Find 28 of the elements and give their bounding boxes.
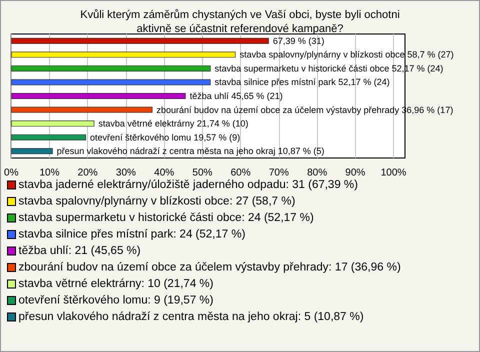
data-label: těžba uhlí 45,65 % (21) xyxy=(190,91,283,101)
data-label: stavba větrné elektrárny 21,74 % (10) xyxy=(98,118,248,129)
data-label: přesun vlakového nádraží z centra města na jeho okraj 10,87 % (5) xyxy=(56,146,324,156)
legend-label: zbourání budov na území obce za účelem výstavby přehrady: 17 (36,96 %) xyxy=(18,262,401,274)
data-label: stavba spalovny/plynárny v blízkosti obce 58,7 % (27) xyxy=(240,50,454,60)
chart-title: Kvůli kterým záměrům chystaných ve Vaší obci, byste byli ochotni aktivně se účastnit referendové kampaně? xyxy=(80,9,400,35)
legend-label: těžba uhlí: 21 (45,65 %) xyxy=(18,245,141,257)
x-tick-label: 20% xyxy=(78,168,98,178)
x-tick-label: 100% xyxy=(380,168,406,178)
x-tick-label: 60% xyxy=(230,168,251,178)
x-tick-label: 80% xyxy=(307,168,328,178)
legend-label: stavba jaderné elektrárny/úložiště jaderného odpadu: 31 (67,39 %) xyxy=(18,179,358,191)
x-tick-label: 0% xyxy=(4,168,19,178)
data-label: otevření štěrkového lomu 19,57 % (9) xyxy=(90,132,240,142)
x-tick-label: 50% xyxy=(192,168,212,178)
legend-label: přesun vlakového nádraží z centra města na jeho okraj: 5 (10,87 %) xyxy=(18,311,364,323)
legend-label: otevření štěrkového lomu: 9 (19,57 %) xyxy=(18,294,214,306)
x-tick-label: 10% xyxy=(39,168,60,178)
legend-label: stavba silnice přes místní park: 24 (52,17 %) xyxy=(18,228,246,240)
x-tick-label: 40% xyxy=(154,168,174,178)
legend-label: stavba spalovny/plynárny v blízkosti obce: 27 (58,7 %) xyxy=(18,196,296,208)
x-tick-label: 70% xyxy=(268,168,289,178)
legend-label: stavba supermarketu v historické části obce: 24 (52,17 %) xyxy=(18,212,314,224)
legend-label: stavba větrné elektrárny: 10 (21,74 %) xyxy=(18,278,214,290)
x-tick-label: 30% xyxy=(116,168,136,178)
data-label: stavba silnice přes místní park 52,17 % (24) xyxy=(214,77,390,88)
data-label: 67,39 % (31) xyxy=(272,36,324,46)
x-tick-label: 90% xyxy=(345,168,366,178)
